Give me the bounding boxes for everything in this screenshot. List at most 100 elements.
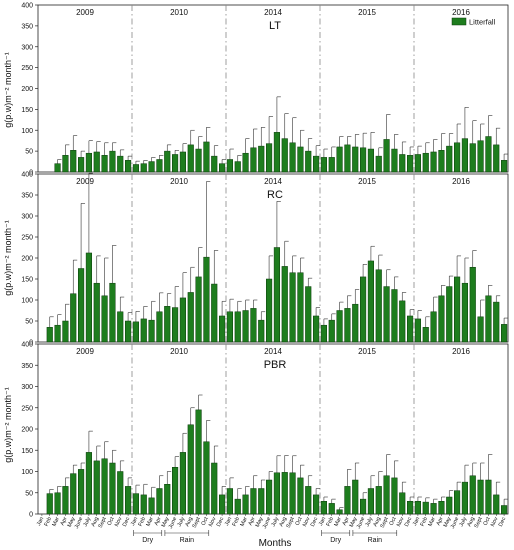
bar xyxy=(85,152,92,173)
bar xyxy=(289,472,296,515)
bar xyxy=(352,303,359,343)
bar xyxy=(242,494,249,515)
bar xyxy=(242,310,249,343)
bar xyxy=(172,467,179,515)
bar xyxy=(383,475,390,515)
bar xyxy=(258,488,265,515)
bar xyxy=(469,475,476,515)
bar xyxy=(70,473,77,515)
y-tick-label: 150 xyxy=(21,277,33,284)
bar xyxy=(446,496,453,515)
bar xyxy=(148,161,155,173)
month-label: Feb xyxy=(420,516,429,527)
bar xyxy=(85,452,92,515)
bar xyxy=(117,155,124,173)
bar xyxy=(266,278,273,343)
bar xyxy=(258,319,265,343)
month-label: Nov xyxy=(208,516,218,528)
bar xyxy=(179,452,186,515)
bar xyxy=(258,145,265,173)
bar xyxy=(399,492,406,515)
month-label: Oct xyxy=(201,516,210,527)
bar xyxy=(93,282,100,343)
bar xyxy=(289,272,296,343)
bar xyxy=(148,319,155,343)
month-label: Nov xyxy=(490,516,500,528)
year-label: 2009 xyxy=(76,177,94,186)
bar xyxy=(297,272,304,343)
bar xyxy=(383,286,390,343)
bar xyxy=(360,276,367,343)
year-label: 2015 xyxy=(358,177,376,186)
bar xyxy=(461,138,468,173)
bar xyxy=(469,266,476,343)
year-label: 2014 xyxy=(264,177,282,186)
month-label: July xyxy=(459,516,469,528)
bar xyxy=(195,409,202,515)
month-label: Mar xyxy=(427,516,437,527)
month-label: Jan xyxy=(412,516,421,527)
month-label: Apr xyxy=(154,516,163,526)
bar xyxy=(219,315,226,343)
month-label: Dec xyxy=(498,516,508,528)
season-bracket: Rain xyxy=(164,530,210,544)
panels: 0 50 100 150 200 250 300 350 400 2009 2010 2014 2015… xyxy=(21,3,509,544)
x-axis-label: Months xyxy=(259,538,292,549)
bar xyxy=(156,159,163,173)
bar xyxy=(344,486,351,515)
bar xyxy=(62,155,69,173)
bar xyxy=(172,154,179,173)
month-label: Feb xyxy=(232,516,241,527)
bar xyxy=(430,311,437,343)
y-axis-label-rc: g(p.w)m⁻² month⁻¹ xyxy=(3,220,13,296)
month-label: Feb xyxy=(138,516,147,527)
season-bracket: Dry xyxy=(133,530,163,544)
bar xyxy=(140,318,147,343)
bar xyxy=(352,479,359,515)
bar xyxy=(430,503,437,515)
y-tick-label: 250 xyxy=(21,65,33,72)
bar xyxy=(211,155,218,173)
month-label: June xyxy=(74,516,84,529)
month-label: May xyxy=(255,516,265,528)
bar xyxy=(485,136,492,173)
y-tick-label: 250 xyxy=(21,405,33,412)
bar xyxy=(250,488,257,515)
bar xyxy=(172,307,179,343)
month-label: Oct xyxy=(483,516,492,527)
year-label: 2015 xyxy=(358,8,376,17)
legend-swatch xyxy=(451,17,467,26)
y-tick-label: 100 xyxy=(21,128,33,135)
bar xyxy=(407,315,414,343)
year-label: 2009 xyxy=(76,347,94,356)
month-label: Apr xyxy=(248,516,257,526)
bar xyxy=(367,148,374,173)
y-tick-label: 400 xyxy=(21,172,33,179)
month-label: Aug xyxy=(278,516,288,527)
bar xyxy=(501,160,508,173)
bar xyxy=(219,163,226,173)
year-label: 2016 xyxy=(452,347,470,356)
month-label: Nov xyxy=(114,516,124,528)
month-label: Jan xyxy=(224,516,233,527)
year-label: 2010 xyxy=(170,347,188,356)
bar xyxy=(109,282,116,343)
month-label: Feb xyxy=(44,516,53,527)
bar xyxy=(78,157,85,173)
month-label: Dec xyxy=(310,516,320,528)
bar xyxy=(234,311,241,343)
month-label: Sept xyxy=(474,516,484,529)
bar xyxy=(414,501,421,515)
month-label: May xyxy=(443,516,453,528)
bar xyxy=(156,311,163,343)
month-label: Sept xyxy=(192,516,202,529)
panel-pbr: 0 50 100 150 200 250 300 350 400 2009 2010 2014 2015… xyxy=(21,342,509,519)
year-label: 2016 xyxy=(452,177,470,186)
bar xyxy=(391,289,398,343)
bar xyxy=(226,311,233,343)
y-tick-label: 200 xyxy=(21,256,33,263)
y-tick-label: 400 xyxy=(21,3,33,10)
bar xyxy=(203,256,210,343)
bar xyxy=(438,501,445,515)
